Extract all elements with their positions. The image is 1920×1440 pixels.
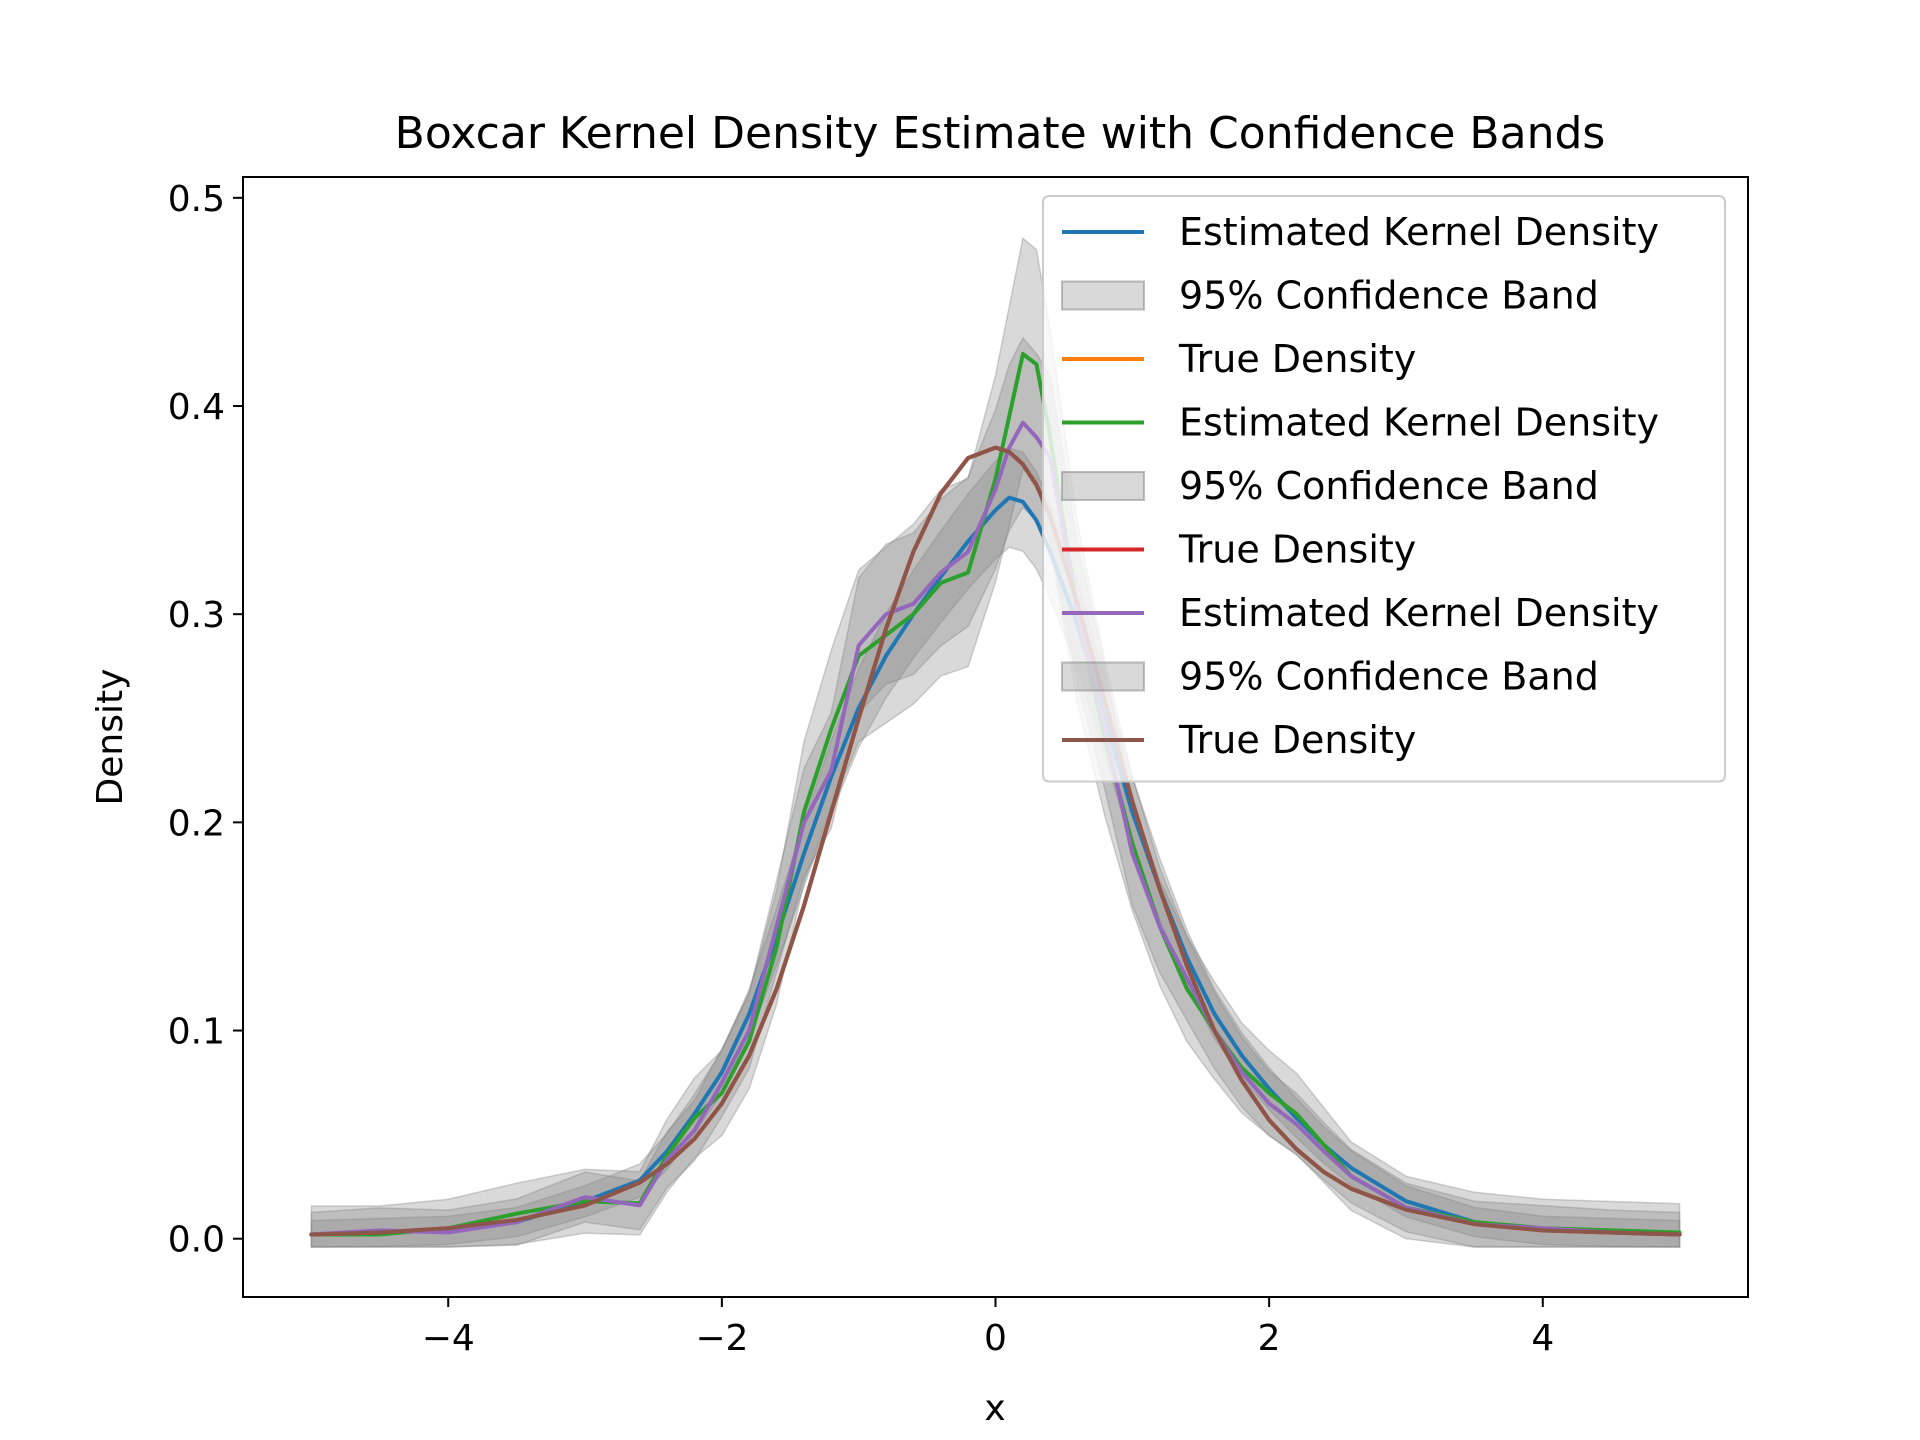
y-tick-label: 0.0: [168, 1220, 225, 1261]
legend-entry: True Density: [1062, 718, 1416, 762]
x-tick-label: −2: [695, 1318, 748, 1359]
x-tick-label: 0: [984, 1318, 1007, 1359]
density-line-3: [309, 352, 1682, 1237]
legend-entry: True Density: [1062, 337, 1416, 381]
legend-entry: 95% Confidence Band: [1061, 655, 1599, 699]
x-tick-label: −4: [422, 1318, 475, 1359]
y-tick-label: 0.5: [168, 179, 225, 220]
density-line-6: [309, 445, 1682, 1237]
legend-swatch: [1061, 280, 1145, 311]
legend-label: True Density: [1178, 718, 1416, 762]
density-line-5: [309, 420, 1682, 1237]
y-tick-label: 0.2: [168, 803, 225, 844]
legend: Estimated Kernel Density 95% Confidence B…: [1042, 195, 1726, 783]
legend-entry: 95% Confidence Band: [1061, 464, 1599, 508]
legend-label: True Density: [1178, 528, 1416, 572]
legend-label: Estimated Kernel Density: [1179, 210, 1659, 254]
plot-area: [309, 236, 1682, 1248]
y-tick-label: 0.3: [168, 595, 225, 636]
legend-entry: Estimated Kernel Density: [1062, 210, 1659, 254]
legend-label: 95% Confidence Band: [1179, 274, 1599, 318]
legend-entry: Estimated Kernel Density: [1062, 591, 1659, 635]
y-axis-ticks: 0.0 0.1 0.2 0.3 0.4 0.5: [168, 179, 243, 1261]
x-axis-ticks: −4 −2 0 2 4: [422, 1297, 1554, 1359]
legend-entry: 95% Confidence Band: [1061, 274, 1599, 318]
y-tick-label: 0.4: [168, 387, 225, 428]
y-axis-label: Density: [90, 669, 131, 806]
legend-label: 95% Confidence Band: [1179, 655, 1599, 699]
confidence-band-5: [310, 336, 1681, 1248]
legend-label: Estimated Kernel Density: [1179, 401, 1659, 445]
legend-entry: True Density: [1062, 528, 1416, 572]
density-lines: [309, 352, 1682, 1237]
legend-swatch: [1061, 471, 1145, 501]
legend-label: Estimated Kernel Density: [1179, 591, 1659, 635]
y-tick-label: 0.1: [168, 1012, 225, 1053]
x-axis-label: x: [984, 1388, 1005, 1429]
x-tick-label: 2: [1258, 1318, 1281, 1359]
chart-title: Boxcar Kernel Density Estimate with Conf…: [395, 108, 1606, 159]
legend-label: True Density: [1178, 337, 1416, 381]
legend-entry: Estimated Kernel Density: [1062, 401, 1659, 445]
legend-swatch: [1061, 661, 1145, 692]
legend-label: 95% Confidence Band: [1179, 464, 1599, 508]
legend-box: [1042, 195, 1726, 783]
x-tick-label: 4: [1531, 1318, 1554, 1359]
